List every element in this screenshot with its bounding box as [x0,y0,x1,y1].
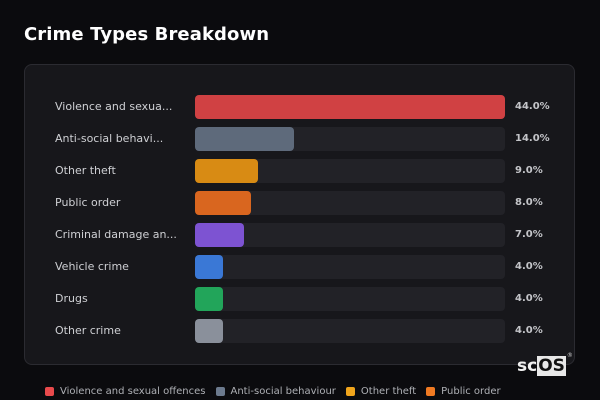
bar-row: Anti-social behavi... 14.0% [25,127,574,151]
bar-track [195,319,505,343]
legend-swatch-icon [345,387,355,396]
logo-prefix: sc [517,356,538,376]
bar-fill[interactable] [195,287,223,311]
bar-fill[interactable] [195,255,223,279]
bar-fill[interactable] [195,95,505,119]
bar-track [195,159,505,183]
registered-mark-icon: ® [566,352,573,359]
bar-label: Vehicle crime [55,260,129,273]
legend-swatch-icon [45,387,54,396]
legend-swatch-icon [426,387,436,396]
legend-swatch-icon [215,387,225,396]
legend-label: Public order [441,386,501,397]
bar-value: 7.0% [515,229,543,240]
legend-item[interactable]: Public order [426,386,501,397]
bar-label: Violence and sexua... [55,100,173,113]
chart-legend: Violence and sexual offences Anti-social … [45,386,511,397]
bar-row: Violence and sexua... 44.0% [25,95,574,119]
bar-value: 8.0% [515,197,543,208]
bar-row: Public order 8.0% [25,191,574,215]
legend-label: Violence and sexual offences [60,386,206,397]
bar-fill[interactable] [195,319,223,343]
page-title: Crime Types Breakdown [24,24,270,45]
bar-track [195,223,505,247]
bar-value: 4.0% [515,325,543,336]
bar-fill[interactable] [195,223,244,247]
bar-row: Other theft 9.0% [25,159,574,183]
bar-row: Vehicle crime 4.0% [25,255,574,279]
legend-item[interactable]: Other theft [345,386,417,397]
bar-row: Criminal damage an... 7.0% [25,223,574,247]
bar-label: Criminal damage an... [55,228,177,241]
bar-track [195,127,505,151]
bar-value: 4.0% [515,293,543,304]
bar-fill[interactable] [195,191,251,215]
bar-fill[interactable] [195,159,258,183]
scos-logo: scOS ® [517,352,573,376]
legend-item[interactable]: Violence and sexual offences [45,386,206,397]
bar-value: 4.0% [515,261,543,272]
bar-label: Other crime [55,324,121,337]
bar-value: 9.0% [515,165,543,176]
bar-value: 44.0% [515,101,550,112]
legend-label: Anti-social behaviour [230,386,336,397]
legend-label: Other theft [360,386,417,397]
bar-row: Other crime 4.0% [25,319,574,343]
bar-label: Drugs [55,292,88,305]
logo-highlight: OS [537,356,566,376]
bar-track [195,191,505,215]
bar-label: Other theft [55,164,116,177]
bar-label: Public order [55,196,121,209]
bar-track [195,255,505,279]
chart-card: Violence and sexua... 44.0% Anti-social be… [24,64,575,365]
bar-track [195,287,505,311]
bar-track [195,95,505,119]
legend-item[interactable]: Anti-social behaviour [215,386,336,397]
bar-row: Drugs 4.0% [25,287,574,311]
bar-value: 14.0% [515,133,550,144]
bar-fill[interactable] [195,127,294,151]
bar-label: Anti-social behavi... [55,132,164,145]
